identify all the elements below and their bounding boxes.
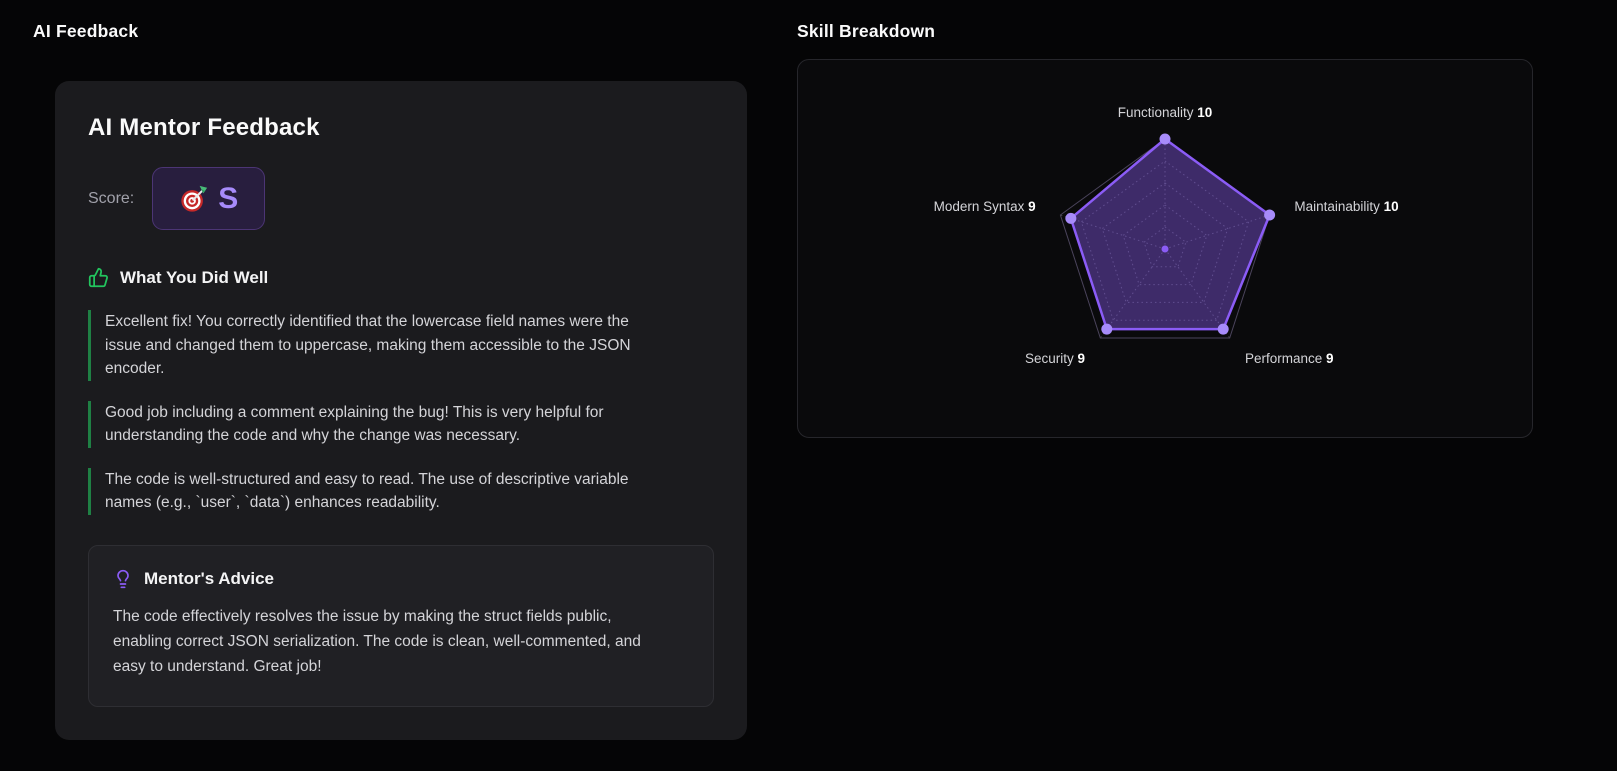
radar-axis-label: Modern Syntax 9 (934, 199, 1036, 214)
section-title-skill-breakdown: Skill Breakdown (797, 21, 936, 41)
radar-chart: Functionality 10 Maintainability 10 Perfor… (934, 105, 1399, 366)
radar-center-dot (1161, 245, 1169, 253)
radar-vertex-dot (1101, 323, 1113, 335)
radar-axis-label: Security 9 (1025, 351, 1085, 366)
lightbulb-icon (113, 569, 133, 589)
radar-grid-spoke (1164, 214, 1270, 250)
target-emoji-icon (179, 184, 209, 214)
radar-vertex-dot (1159, 133, 1171, 145)
strengths-heading-row: What You Did Well (88, 267, 714, 288)
skill-breakdown-card: Functionality 10 Maintainability 10 Perfor… (797, 59, 1533, 438)
radar-axis-label: Functionality 10 (1118, 105, 1213, 120)
score-label: Score: (88, 189, 135, 207)
radar-vertex-dot (1217, 323, 1229, 335)
strength-item: The code is well-structured and easy to … (88, 467, 668, 515)
advice-heading-row: Mentor's Advice (113, 569, 689, 589)
advice-heading: Mentor's Advice (144, 568, 274, 588)
advice-text: The code effectively resolves the issue … (113, 607, 641, 676)
score-grade: S (218, 181, 239, 215)
strength-item: Good job including a comment explaining … (88, 400, 668, 448)
radar-grid-ring (1101, 182, 1229, 303)
score-row: Score: S (88, 167, 714, 230)
radar-grid-ring (1080, 160, 1250, 321)
mentors-advice-box: Mentor's Advice The code effectively res… (88, 544, 714, 708)
radar-axis-label: Performance 9 (1245, 351, 1334, 366)
card-title: AI Mentor Feedback (88, 114, 320, 141)
radar-grid-spoke (1164, 248, 1231, 339)
radar-axis-label: Maintainability 10 (1294, 199, 1398, 214)
strength-item: Excellent fix! You correctly identified … (88, 310, 668, 381)
radar-vertex-dot (1264, 209, 1276, 221)
thumbs-up-icon (88, 267, 109, 288)
radar-vertex-dot (1065, 212, 1077, 224)
score-badge: S (152, 167, 266, 230)
ai-mentor-feedback-card: AI Mentor Feedback Score: S (55, 81, 747, 740)
section-title-ai-feedback: AI Feedback (33, 21, 139, 41)
radar-grid-spoke (1060, 214, 1166, 250)
radar-data-polygon (1069, 137, 1271, 331)
strengths-heading: What You Did Well (120, 267, 269, 287)
radar-grid-spoke (1099, 248, 1166, 339)
